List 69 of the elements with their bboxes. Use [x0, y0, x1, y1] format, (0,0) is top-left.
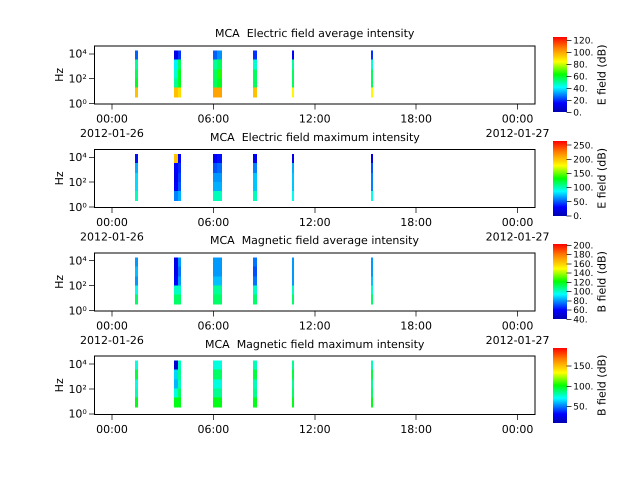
color-bar-label: 100.	[573, 288, 594, 298]
x-tick-label: 00:00 2012-01-27	[486, 216, 550, 244]
x-tick-label: 06:00	[198, 216, 230, 230]
chart-title: MCA Magnetic field maximum intensity	[205, 338, 425, 351]
x-tick-label: 18:00	[400, 112, 432, 126]
y-tick-label: 10⁰	[68, 97, 88, 110]
color-bar-label: 0.	[573, 108, 582, 119]
x-tick-label: 00:00 2012-01-27	[486, 112, 550, 140]
color-bar-label: 250.	[573, 141, 594, 152]
color-bar-title: B field (dB)	[595, 251, 608, 313]
color-bar-title: E field (dB)	[595, 148, 608, 209]
x-tick-label: 06:00	[198, 423, 230, 436]
x-tick-label: 00:00 2012-01-26	[80, 320, 144, 347]
chart-title: MCA Electric field maximum intensity	[210, 131, 420, 144]
y-tick-label: 10⁴	[68, 254, 88, 268]
color-bar-label: 120.	[573, 278, 594, 288]
y-axis-title: Hz	[53, 378, 66, 392]
color-bar-label: 150.	[573, 170, 594, 180]
y-tick-label: 10²	[68, 176, 87, 189]
x-tick-label: 00:00 2012-01-26	[80, 112, 144, 140]
x-tick-label: 18:00	[400, 216, 432, 230]
x-tick-label: 06:00	[198, 320, 230, 333]
color-bar-label: 50.	[573, 198, 588, 208]
color-bar-label: 100.	[573, 382, 594, 392]
color-bar-label: 60.	[573, 72, 588, 83]
chart-title: MCA Electric field average intensity	[215, 27, 415, 40]
color-bar-label: 160.	[573, 260, 594, 270]
color-bar-label: 80.	[573, 296, 588, 307]
y-tick-label: 10²	[68, 382, 87, 396]
x-tick-label: 12:00	[298, 320, 331, 333]
x-tick-label: 00:00 2012-01-26	[80, 216, 144, 244]
x-tick-label: 12:00	[298, 423, 331, 436]
y-tick-label: 10⁰	[68, 200, 88, 214]
color-bar-label: 0.	[573, 212, 582, 222]
y-tick-label: 10⁰	[68, 408, 88, 421]
color-bar-label: 50.	[573, 402, 588, 413]
color-bar-label: 60.	[573, 306, 588, 316]
color-bar-label: 100.	[573, 48, 594, 59]
color-bar-label: 40.	[573, 315, 588, 326]
color-bar-label: 40.	[573, 84, 588, 95]
color-bar-label: 100.	[573, 184, 594, 194]
y-axis-title: Hz	[53, 171, 66, 186]
color-bar-title: E field (dB)	[595, 44, 608, 106]
y-tick-label: 10²	[68, 72, 87, 86]
x-tick-label: 00:00 2012-01-27	[486, 320, 550, 347]
x-tick-label: 00:00	[502, 423, 534, 436]
color-bar-label: 200.	[573, 155, 594, 166]
y-tick-label: 10⁰	[68, 304, 88, 318]
y-tick-label: 10⁴	[68, 48, 88, 61]
color-bar-label: 80.	[573, 60, 588, 71]
x-tick-label: 18:00	[400, 423, 432, 436]
color-bar-label: 200.	[573, 241, 594, 252]
x-tick-label: 12:00	[298, 112, 331, 126]
y-axis-title: Hz	[53, 68, 66, 82]
chart-title: MCA Magnetic field average intensity	[210, 234, 420, 247]
x-tick-label: 00:00	[96, 423, 128, 436]
color-bar-label: 180.	[573, 250, 594, 261]
y-axis-title: Hz	[53, 274, 66, 289]
color-bar-label: 150.	[573, 362, 594, 372]
x-tick-label: 06:00	[198, 112, 230, 126]
color-bar-label: 140.	[573, 269, 594, 280]
color-bar-label: 120.	[573, 36, 594, 47]
y-tick-label: 10²	[68, 279, 87, 292]
y-tick-label: 10⁴	[68, 358, 88, 372]
color-bar-title: B field (dB)	[595, 354, 608, 416]
y-tick-label: 10⁴	[68, 151, 88, 164]
x-tick-label: 18:00	[400, 320, 432, 333]
color-bar-label: 20.	[573, 96, 588, 107]
x-tick-label: 12:00	[298, 216, 331, 230]
